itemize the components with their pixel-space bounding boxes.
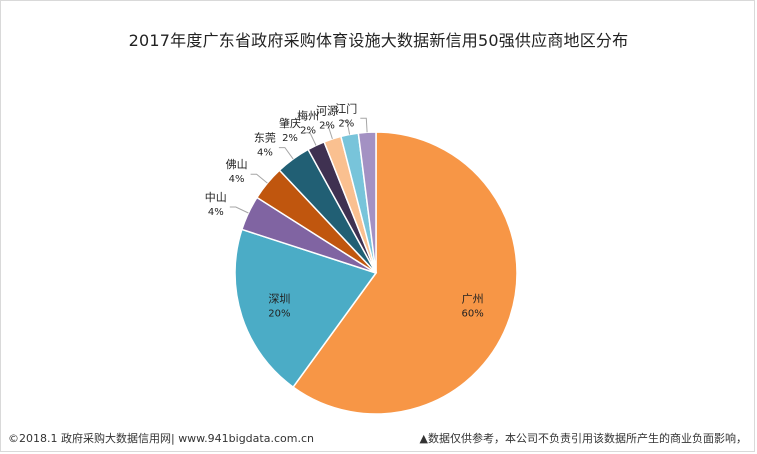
pie-slice-guangzhou xyxy=(292,131,518,415)
slice-label-jiangmen: 江门 xyxy=(335,101,357,115)
slice-label-meizhou: 梅州 xyxy=(297,109,319,123)
slice-label-zhongshan: 中山 xyxy=(205,191,227,204)
slice-pct-heyuan: 2% xyxy=(319,121,335,132)
leader-line-jiangmen xyxy=(360,117,368,133)
slice-pct-zhongshan: 4% xyxy=(208,207,224,218)
pie-slice-shenzhen xyxy=(234,228,378,389)
leader-line-zhaoqing xyxy=(304,132,317,146)
leader-line-zhongshan xyxy=(229,206,249,214)
slice-label-heyuan: 河源 xyxy=(316,104,338,118)
leader-line-dongguan xyxy=(278,147,294,160)
chart-title: 2017年度广东省政府采购体育设施大数据新信用50强供应商地区分布 xyxy=(128,31,629,50)
slice-label-zhaoqing: 肇庆 xyxy=(279,116,301,130)
footer-copyright: ©2018.1 政府采购大数据信用网| www.941bigdata.com.c… xyxy=(8,432,314,445)
slice-pct-shenzhen: 20% xyxy=(268,308,290,319)
slice-label-foshan: 佛山 xyxy=(226,158,248,171)
slice-pct-foshan: 4% xyxy=(229,174,245,185)
slice-pct-meizhou: 2% xyxy=(300,126,316,137)
slice-pct-dongguan: 4% xyxy=(257,148,273,159)
slice-label-dongguan: 东莞 xyxy=(254,132,276,145)
leader-line-foshan xyxy=(250,173,268,184)
footer-disclaimer: ▲数据仅供参考，本公司不负责引用该数据所产生的商业负面影响， xyxy=(419,432,747,445)
slice-label-shenzhen: 深圳 xyxy=(268,292,290,305)
slice-pct-jiangmen: 2% xyxy=(338,118,354,129)
slice-pct-zhaoqing: 2% xyxy=(282,133,298,144)
leader-line-heyuan xyxy=(341,120,351,135)
slice-pct-guangzhou: 60% xyxy=(461,308,483,319)
leader-line-meizhou xyxy=(322,125,333,140)
slice-label-guangzhou: 广州 xyxy=(462,292,484,305)
